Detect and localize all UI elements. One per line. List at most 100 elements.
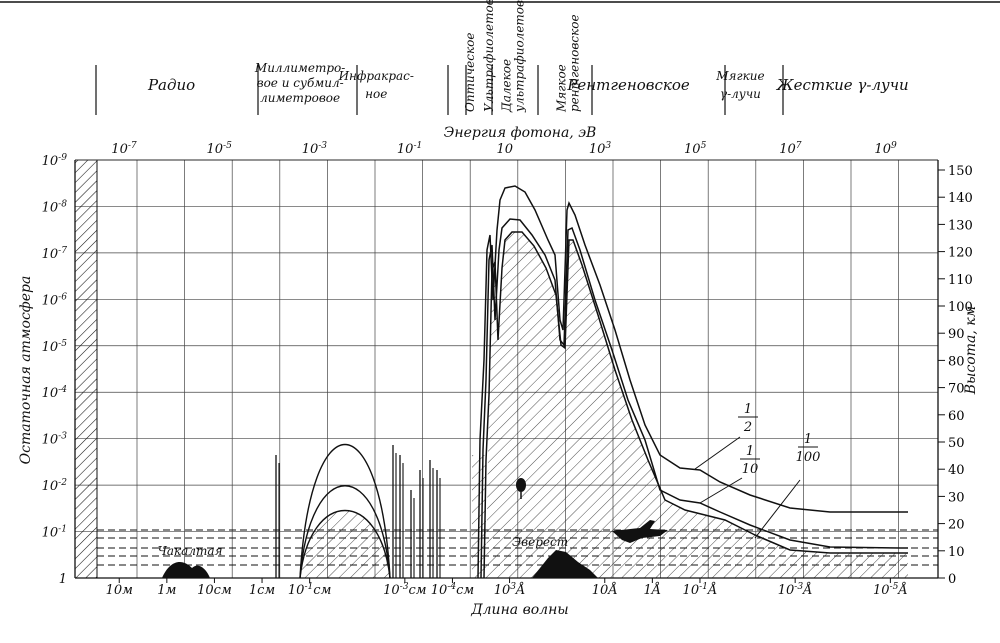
top-axis-tick-label: 109 — [874, 141, 897, 157]
top-axis-tick-label: 105 — [684, 141, 707, 157]
vertical-band-label: Мягкое — [554, 64, 568, 113]
everest-label: Эверест — [512, 535, 568, 549]
left-axis-tick-label: 10-4 — [42, 385, 68, 401]
right-axis-tick-label: 30 — [948, 490, 965, 505]
top-axis-tick-label: 10-7 — [111, 141, 137, 157]
fraction-denominator: 10 — [742, 462, 759, 477]
band-label: Рентгеновское — [566, 76, 690, 94]
bottom-axis-tick-label: 10м — [106, 583, 133, 598]
vertical-band-label: рентгеновское — [567, 14, 581, 112]
uv-xray-hatch — [486, 232, 908, 578]
fraction-label-1-2: 12 — [738, 402, 758, 435]
chacaltaya-mountain-icon — [162, 562, 210, 578]
fraction-numerator: 1 — [804, 432, 812, 447]
curve-top — [477, 185, 908, 579]
left-axis-tick-label: 10-3 — [42, 432, 68, 448]
absorption-areas — [75, 160, 908, 578]
top-axis-tick-label: 107 — [779, 141, 802, 157]
right-axis-tick-label: 140 — [948, 191, 973, 206]
right-axis-tick-label: 130 — [948, 218, 973, 233]
top-axis-tick-label: 10 — [497, 142, 514, 157]
top-axis-title: Энергия фотона, эВ — [444, 125, 597, 141]
bottom-axis-tick-label: 1Å — [644, 582, 662, 598]
right-axis-tick-label: 90 — [948, 327, 965, 342]
transmission-curves — [275, 185, 908, 579]
left-axis-tick-label: 10-5 — [42, 339, 68, 355]
bottom-axis-tick-label: 1см — [249, 583, 275, 598]
bottom-axis-tick-label: 103Å — [494, 582, 526, 598]
band-label: Жесткие γ-лучи — [776, 76, 909, 94]
left-axis-tick-label: 10-8 — [42, 199, 68, 215]
left-axis-tick-label: 1 — [59, 572, 67, 587]
right-axis-tick-label: 50 — [948, 436, 965, 451]
vertical-band-label: Далекое — [500, 59, 514, 113]
fraction-denominator: 100 — [796, 450, 821, 465]
airplane-icon — [612, 520, 668, 543]
top-axis-tick-label: 10-1 — [397, 141, 422, 157]
right-axis-tick-label: 60 — [948, 409, 965, 424]
right-axis-tick-label: 0 — [948, 572, 956, 587]
left-axis-tick-label: 10-1 — [42, 525, 67, 541]
band-label: лиметровое — [260, 91, 340, 105]
bottom-axis-tick-label: 10-4см — [431, 582, 474, 598]
band-label: Инфракрас- — [338, 69, 414, 83]
top-axis-tick-label: 10-3 — [302, 141, 328, 157]
left-axis-title: Остаточная атмосфера — [18, 276, 34, 465]
fraction-numerator: 1 — [746, 444, 754, 459]
right-axis-tick-label: 150 — [948, 164, 973, 179]
fraction-numerator: 1 — [744, 402, 752, 417]
leader-1-100 — [754, 479, 801, 539]
band-label: ное — [365, 87, 387, 101]
chacaltaya-label: Чакалтая — [158, 544, 223, 558]
infrared-hatch — [300, 510, 390, 578]
bottom-axis-tick-label: 10см — [197, 583, 232, 598]
band-label: Мягкие — [715, 69, 764, 83]
curve-low — [483, 231, 908, 579]
right-axis-tick-label: 70 — [948, 382, 965, 397]
right-axis-tick-label: 80 — [948, 354, 965, 369]
right-axis-tick-label: 10 — [948, 545, 965, 560]
infrared-curve-1-2 — [299, 444, 391, 579]
bottom-axis-title: Длина волны — [470, 602, 568, 618]
spectral-bands: Радио Миллиметро-вое и субмил-лиметровое И… — [0, 0, 1000, 115]
fraction-denominator: 2 — [743, 420, 752, 435]
top-axis-tick-label: 103 — [589, 141, 612, 157]
vertical-band-label: Ультрафиолетовое — [482, 0, 496, 112]
right-axis-tick-label: 120 — [948, 246, 973, 261]
bottom-axis-tick-label: 10-3Å — [778, 582, 813, 598]
band-label: Миллиметро- — [254, 61, 345, 75]
balloon-icon — [516, 478, 526, 492]
radio-cutoff-hatch — [75, 160, 97, 578]
vertical-band-label: Оптическое — [463, 33, 477, 112]
leader-1-2 — [694, 436, 741, 470]
bottom-axis-tick-label: 10-1Å — [683, 582, 718, 598]
band-label: γ-лучи — [720, 87, 761, 101]
top-axis-tick-label: 10-5 — [206, 141, 232, 157]
bottom-axis-tick-label: 10-1см — [288, 582, 331, 598]
vertical-band-label: ультрафиолетовое — [513, 0, 527, 113]
band-label: вое и субмил- — [257, 76, 344, 90]
right-axis-tick-label: 20 — [948, 518, 965, 533]
bottom-axis-tick-label: 10-3см — [383, 582, 426, 598]
infrared-curve-1-10 — [299, 485, 391, 579]
bottom-axis-tick-label: 10-5Å — [873, 582, 908, 598]
everest-mountain-icon — [532, 550, 598, 578]
left-axis-tick-label: 10-2 — [42, 478, 68, 494]
left-axis-tick-label: 10-9 — [42, 153, 68, 169]
right-axis-tick-label: 40 — [948, 463, 965, 478]
band-label: Радио — [147, 76, 195, 94]
fraction-label-1-10: 110 — [740, 444, 760, 477]
bottom-axis-tick-label: 10Å — [592, 582, 618, 598]
right-axis-tick-label: 100 — [948, 300, 973, 315]
right-axis-tick-label: 110 — [948, 273, 973, 288]
left-axis-tick-label: 10-7 — [42, 246, 68, 262]
right-axis-title: Высота, км — [963, 306, 979, 395]
left-axis-tick-label: 10-6 — [42, 292, 68, 308]
curve-mid — [480, 218, 908, 579]
leader-1-10 — [699, 477, 743, 504]
bottom-axis-tick-label: 1м — [157, 583, 176, 598]
